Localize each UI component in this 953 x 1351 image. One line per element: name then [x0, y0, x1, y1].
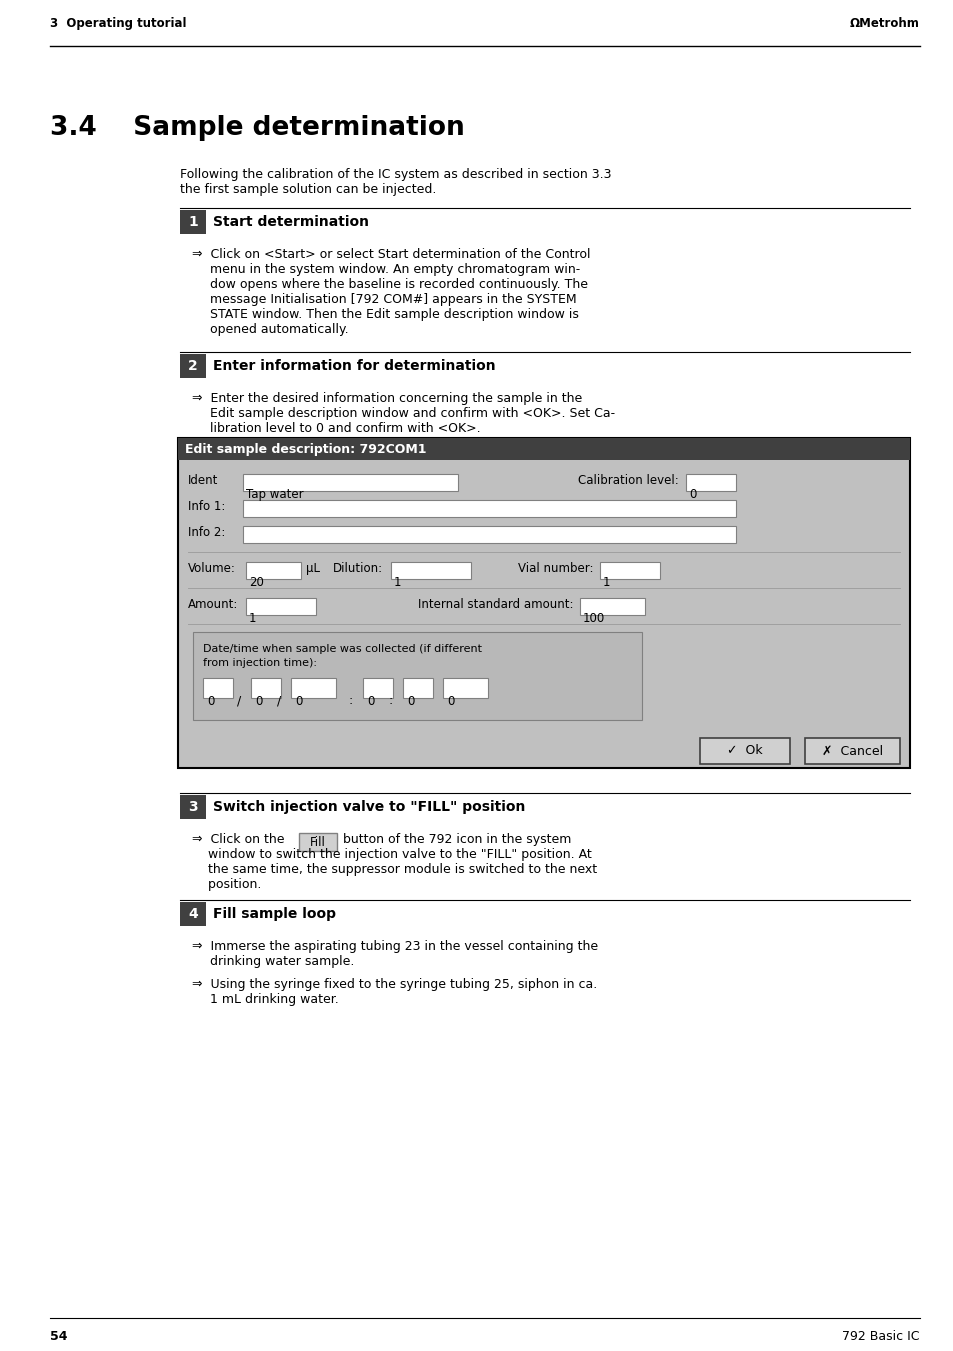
- Text: Vial number:: Vial number:: [517, 562, 593, 576]
- Text: Internal standard amount:: Internal standard amount:: [417, 598, 573, 611]
- Text: :: :: [389, 694, 393, 707]
- Text: Fill: Fill: [310, 835, 326, 848]
- Text: ✓  Ok: ✓ Ok: [726, 744, 762, 758]
- Text: 1: 1: [249, 612, 256, 626]
- Bar: [599, 562, 659, 580]
- Text: 4: 4: [188, 907, 197, 921]
- Text: 54: 54: [50, 1329, 68, 1343]
- Text: 0: 0: [294, 694, 302, 708]
- Bar: [243, 526, 735, 543]
- Text: 1: 1: [602, 576, 610, 589]
- Text: dow opens where the baseline is recorded continuously. The: dow opens where the baseline is recorded…: [210, 278, 587, 290]
- Bar: [180, 209, 206, 234]
- Text: 3: 3: [188, 800, 197, 815]
- Text: ⇒  Immerse the aspirating tubing 23 in the vessel containing the: ⇒ Immerse the aspirating tubing 23 in th…: [192, 940, 598, 952]
- Bar: [804, 738, 899, 765]
- Text: 0: 0: [688, 488, 696, 501]
- Text: libration level to 0 and confirm with <OK>.: libration level to 0 and confirm with <O…: [210, 422, 480, 435]
- Text: ✗  Cancel: ✗ Cancel: [821, 744, 882, 758]
- Text: Dilution:: Dilution:: [333, 562, 383, 576]
- Text: position.: position.: [192, 878, 261, 892]
- Text: 792 Basic IC: 792 Basic IC: [841, 1329, 919, 1343]
- Text: Switch injection valve to "FILL" position: Switch injection valve to "FILL" positio…: [213, 800, 525, 815]
- Text: Volume:: Volume:: [188, 562, 235, 576]
- Text: Info 1:: Info 1:: [188, 500, 225, 513]
- Text: Calibration level:: Calibration level:: [578, 474, 678, 486]
- Bar: [180, 902, 206, 925]
- Bar: [291, 678, 335, 698]
- Bar: [178, 438, 909, 459]
- Bar: [193, 632, 640, 720]
- Bar: [685, 474, 735, 490]
- Text: Date/time when sample was collected (if different: Date/time when sample was collected (if …: [203, 644, 481, 654]
- Bar: [243, 500, 735, 517]
- Text: menu in the system window. An empty chromatogram win-: menu in the system window. An empty chro…: [210, 263, 579, 276]
- Bar: [363, 678, 393, 698]
- Text: 1: 1: [394, 576, 401, 589]
- Text: ⇒  Click on the: ⇒ Click on the: [192, 834, 284, 846]
- Bar: [180, 794, 206, 819]
- Text: 0: 0: [367, 694, 374, 708]
- Bar: [251, 678, 281, 698]
- Text: window to switch the injection valve to the "FILL" position. At: window to switch the injection valve to …: [192, 848, 591, 861]
- Text: 0: 0: [407, 694, 414, 708]
- Text: :: :: [349, 694, 353, 707]
- Text: 1: 1: [188, 215, 197, 230]
- Text: Enter information for determination: Enter information for determination: [213, 359, 496, 373]
- Text: /: /: [276, 694, 281, 707]
- Text: 1 mL drinking water.: 1 mL drinking water.: [210, 993, 338, 1006]
- Text: from injection time):: from injection time):: [203, 658, 316, 667]
- Text: message Initialisation [792 COM#] appears in the SYSTEM: message Initialisation [792 COM#] appear…: [210, 293, 576, 305]
- Text: 3  Operating tutorial: 3 Operating tutorial: [50, 18, 186, 30]
- Text: μL: μL: [306, 562, 319, 576]
- Text: Edit sample description: 792COM1: Edit sample description: 792COM1: [185, 443, 426, 455]
- Text: ⇒  Enter the desired information concerning the sample in the: ⇒ Enter the desired information concerni…: [192, 392, 581, 405]
- Text: ⇒  Using the syringe fixed to the syringe tubing 25, siphon in ca.: ⇒ Using the syringe fixed to the syringe…: [192, 978, 597, 992]
- Text: 100: 100: [582, 612, 604, 626]
- Text: the first sample solution can be injected.: the first sample solution can be injecte…: [180, 182, 436, 196]
- Text: Tap water: Tap water: [246, 488, 303, 501]
- Text: Amount:: Amount:: [188, 598, 238, 611]
- Text: Edit sample description window and confirm with <OK>. Set Ca-: Edit sample description window and confi…: [210, 407, 615, 420]
- Bar: [178, 438, 909, 767]
- Text: Fill sample loop: Fill sample loop: [213, 907, 335, 921]
- Text: Ident: Ident: [188, 474, 218, 486]
- Text: /: /: [236, 694, 241, 707]
- Bar: [579, 598, 644, 615]
- Bar: [391, 562, 471, 580]
- Text: Following the calibration of the IC system as described in section 3.3: Following the calibration of the IC syst…: [180, 168, 611, 181]
- Text: Info 2:: Info 2:: [188, 526, 225, 539]
- Text: 0: 0: [207, 694, 214, 708]
- Bar: [298, 834, 336, 851]
- Text: opened automatically.: opened automatically.: [210, 323, 348, 336]
- Text: 3.4    Sample determination: 3.4 Sample determination: [50, 115, 464, 141]
- Text: button of the 792 icon in the system: button of the 792 icon in the system: [343, 834, 571, 846]
- Bar: [246, 598, 315, 615]
- Text: drinking water sample.: drinking water sample.: [210, 955, 354, 969]
- Bar: [203, 678, 233, 698]
- Text: the same time, the suppressor module is switched to the next: the same time, the suppressor module is …: [192, 863, 597, 875]
- Text: 20: 20: [249, 576, 264, 589]
- Text: 0: 0: [447, 694, 454, 708]
- Text: 0: 0: [254, 694, 262, 708]
- Text: STATE window. Then the Edit sample description window is: STATE window. Then the Edit sample descr…: [210, 308, 578, 322]
- Bar: [442, 678, 488, 698]
- Bar: [402, 678, 433, 698]
- Bar: [180, 354, 206, 378]
- Bar: [243, 474, 457, 490]
- Text: 2: 2: [188, 359, 197, 373]
- Bar: [246, 562, 301, 580]
- Text: Start determination: Start determination: [213, 215, 369, 230]
- Text: ΩMetrohm: ΩMetrohm: [849, 18, 919, 30]
- Bar: [700, 738, 789, 765]
- Text: ⇒  Click on <Start> or select Start determination of the Control: ⇒ Click on <Start> or select Start deter…: [192, 249, 590, 261]
